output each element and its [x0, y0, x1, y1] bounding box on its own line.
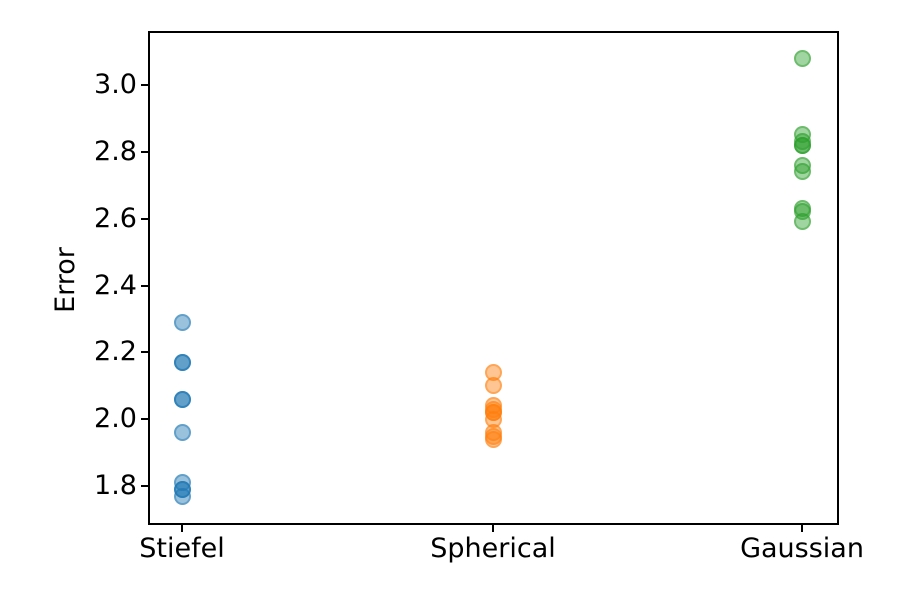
- x-tick-label-gaussian: Gaussian: [740, 533, 864, 564]
- scatter-point-gaussian: [793, 213, 811, 231]
- y-tick-label: 1.8: [94, 470, 137, 502]
- y-tick-mark: [141, 351, 149, 354]
- y-tick-mark: [141, 217, 149, 220]
- y-tick-label: 2.0: [94, 403, 137, 435]
- scatter-point-spherical: [484, 430, 502, 448]
- scatter-point-gaussian: [793, 136, 811, 154]
- scatter-point-stiefel: [173, 487, 191, 505]
- scatter-point-spherical: [484, 377, 502, 395]
- scatter-point-stiefel: [173, 390, 191, 408]
- x-tick-mark: [181, 524, 183, 532]
- y-tick-label: 3.0: [94, 68, 137, 100]
- scatter-point-stiefel: [173, 424, 191, 442]
- scatter-point-stiefel: [173, 313, 191, 331]
- y-tick-label: 2.2: [94, 336, 137, 368]
- y-tick-mark: [141, 83, 149, 86]
- x-tick-label-stiefel: Stiefel: [139, 533, 225, 564]
- x-tick-mark: [801, 524, 803, 532]
- y-tick-mark: [141, 150, 149, 153]
- y-tick-label: 2.8: [94, 135, 137, 167]
- y-tick-mark: [141, 485, 149, 488]
- y-tick-mark: [141, 284, 149, 287]
- y-tick-label: 2.4: [94, 269, 137, 301]
- y-tick-mark: [141, 418, 149, 421]
- scatter-point-gaussian: [793, 163, 811, 181]
- x-tick-label-spherical: Spherical: [430, 533, 556, 564]
- y-tick-label: 2.6: [94, 202, 137, 234]
- scatter-point-gaussian: [793, 49, 811, 67]
- x-tick-mark: [492, 524, 494, 532]
- plot-area: [148, 31, 839, 525]
- scatter-point-stiefel: [173, 353, 191, 371]
